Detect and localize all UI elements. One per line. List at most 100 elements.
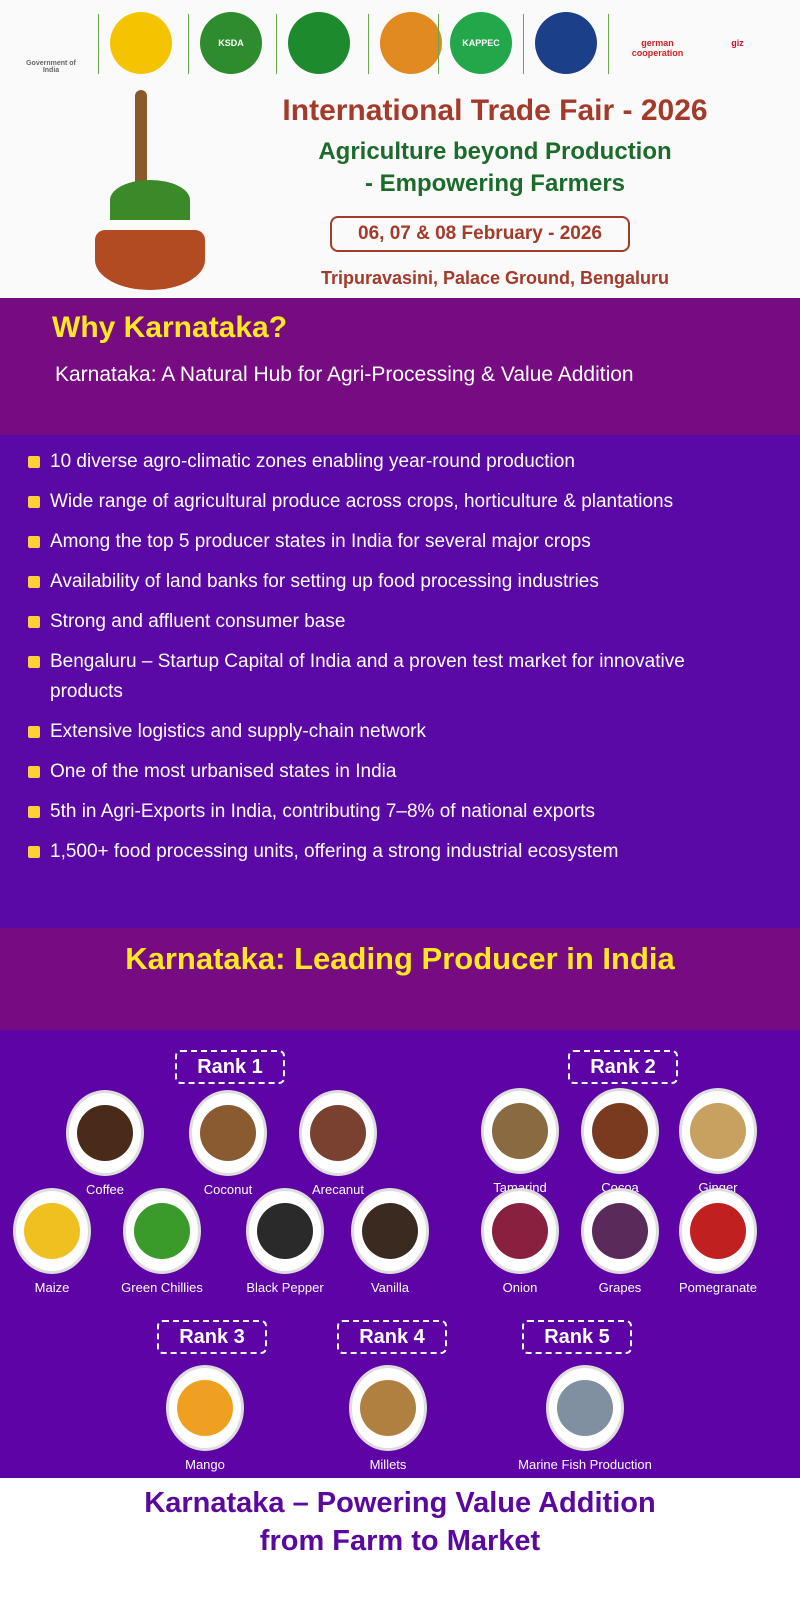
agri-dept-logo [288, 12, 350, 74]
bullet-square-icon [28, 536, 40, 548]
crop-label: Grapes [598, 1280, 642, 1295]
millets-icon [360, 1380, 416, 1436]
arecanut-icon [310, 1105, 366, 1161]
footer-tagline: Karnataka – Powering Value Addition from … [0, 1484, 800, 1560]
coconut-image [189, 1090, 267, 1176]
bullet-text: Wide range of agricultural produce acros… [50, 491, 674, 512]
crop-grapes: Grapes [570, 1188, 670, 1296]
subtitle-line: - Empowering Farmers [364, 170, 626, 197]
millets-image [349, 1365, 427, 1451]
crop-label: Black Pepper [246, 1280, 324, 1295]
ginger-image [679, 1088, 757, 1174]
bullet-square-icon [28, 806, 40, 818]
coffee-icon [77, 1105, 133, 1161]
logo-divider [368, 14, 369, 74]
crop-label: Pomegranate [678, 1280, 758, 1295]
rank-2-badge: Rank 2 [568, 1050, 678, 1084]
logo-divider [608, 14, 609, 74]
bullet-item: 10 diverse agro-climatic zones enabling … [28, 447, 788, 477]
crop-label: Coconut [203, 1182, 253, 1197]
german-cooperation-logo: german cooperation [620, 12, 695, 74]
onion-image [481, 1188, 559, 1274]
crop-millets: Millets [338, 1365, 438, 1473]
why-karnataka-banner [0, 298, 800, 435]
tagline-line: Karnataka – Powering Value Addition [144, 1487, 656, 1519]
crop-label: Millets [369, 1457, 407, 1472]
bullet-text: 5th in Agri-Exports in India, contributi… [50, 801, 595, 822]
logo-text: german cooperation [631, 38, 684, 58]
crop-label: Marine Fish Production [518, 1457, 652, 1472]
vanilla-icon [362, 1203, 418, 1259]
green-chillies-image [123, 1188, 201, 1274]
bullet-square-icon [28, 456, 40, 468]
black-pepper-icon [257, 1203, 313, 1259]
bullet-square-icon [28, 576, 40, 588]
crop-tamarind: Tamarind [470, 1088, 570, 1196]
crop-label: Mango [185, 1457, 225, 1472]
crop-mango: Mango [155, 1365, 255, 1473]
tamarind-icon [492, 1103, 548, 1159]
green-chillies-icon [134, 1203, 190, 1259]
grapes-icon [592, 1203, 648, 1259]
footer [0, 1478, 800, 1600]
rank-3-badge: Rank 3 [157, 1320, 267, 1354]
crop-marine-fish-production: Marine Fish Production [495, 1365, 675, 1473]
tagline-line: from Farm to Market [259, 1525, 541, 1557]
bullet-list: 10 diverse agro-climatic zones enabling … [0, 435, 800, 928]
ministry-food-processing-logo [535, 12, 597, 74]
bullet-square-icon [28, 726, 40, 738]
bullet-text: Availability of land banks for setting u… [50, 571, 599, 592]
bullet-text: 10 diverse agro-climatic zones enabling … [50, 451, 575, 472]
logo-text: giz [731, 38, 744, 48]
bullet-item: Strong and affluent consumer base [28, 607, 788, 637]
bullet-text: 1,500+ food processing units, offering a… [50, 841, 619, 862]
subtitle-line: Agriculture beyond Production [318, 138, 672, 165]
bullet-item: Wide range of agricultural produce acros… [28, 487, 728, 517]
rank-4-badge: Rank 4 [337, 1320, 447, 1354]
tamarind-image [481, 1088, 559, 1174]
bullet-text: Among the top 5 producer states in India… [50, 531, 591, 552]
logo-divider [98, 14, 99, 74]
bullet-item: 1,500+ food processing units, offering a… [28, 837, 788, 867]
bullet-square-icon [28, 656, 40, 668]
crop-onion: Onion [470, 1188, 570, 1296]
cocoa-image [581, 1088, 659, 1174]
why-subheading: Karnataka: A Natural Hub for Agri-Proces… [55, 363, 634, 386]
event-dates: 06, 07 & 08 February - 2026 [330, 216, 630, 252]
bullet-item: Extensive logistics and supply-chain net… [28, 717, 788, 747]
crop-label: Coffee [85, 1182, 125, 1197]
bullet-item: Among the top 5 producer states in India… [28, 527, 788, 557]
mango-image [166, 1365, 244, 1451]
crop-label: Maize [34, 1280, 70, 1295]
arecanut-image [299, 1090, 377, 1176]
logo-divider [276, 14, 277, 74]
cocoa-icon [592, 1103, 648, 1159]
crop-green-chillies: Green Chillies [112, 1188, 212, 1296]
bullet-text: One of the most urbanised states in Indi… [50, 761, 397, 782]
logo-divider [523, 14, 524, 74]
logo-text: KSDA [218, 38, 244, 48]
government-of-india-emblem: Government of India [20, 12, 82, 74]
black-pepper-image [246, 1188, 324, 1274]
leading-producer-heading: Karnataka: Leading Producer in India [0, 938, 800, 980]
bullet-text: Bengaluru – Startup Capital of India and… [50, 651, 685, 702]
ginger-icon [690, 1103, 746, 1159]
crop-label: Onion [502, 1280, 538, 1295]
bullet-square-icon [28, 846, 40, 858]
bullet-item: One of the most urbanised states in Indi… [28, 757, 788, 787]
bullet-text: Strong and affluent consumer base [50, 611, 346, 632]
mascot-logo [380, 12, 442, 74]
coffee-image [66, 1090, 144, 1176]
logo-text: KAPPEC [462, 38, 500, 48]
bullet-item: Availability of land banks for setting u… [28, 567, 788, 597]
pomegranate-icon [690, 1203, 746, 1259]
logo-divider [188, 14, 189, 74]
header: Government of India KSDA KAPPEC german coop… [0, 0, 800, 298]
marine-fish-production-icon [557, 1380, 613, 1436]
event-venue: Tripuravasini, Palace Ground, Bengaluru [320, 268, 670, 288]
event-title: International Trade Fair - 2026 [282, 94, 708, 127]
logo-text: Government of India [26, 60, 76, 74]
crop-black-pepper: Black Pepper [235, 1188, 335, 1296]
crop-vanilla: Vanilla [340, 1188, 440, 1296]
millet-pot-illustration [80, 90, 220, 290]
